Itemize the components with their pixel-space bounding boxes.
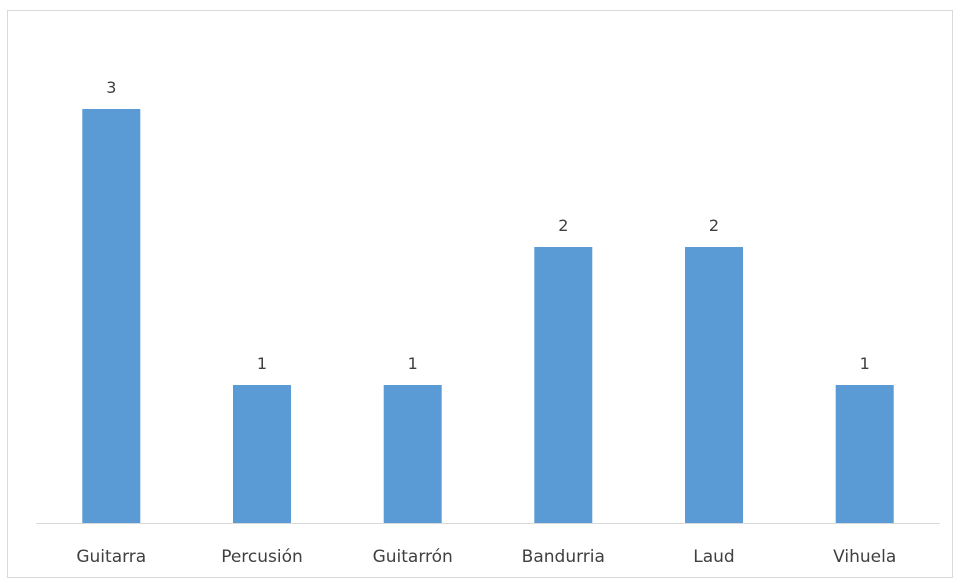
bar-vihuela	[835, 385, 894, 523]
category-label-percusión: Percusión	[221, 547, 303, 567]
category-labels-group: Guitarra Percusión Guitarrón Bandurria Laud V…	[76, 547, 896, 567]
value-labels-group: 3 1 1 2 2 1	[106, 78, 870, 373]
bar-bandurria	[534, 247, 593, 523]
bar-laud	[685, 247, 743, 523]
data-label-vihuela: 1	[860, 354, 870, 373]
data-label-laud: 2	[709, 216, 719, 235]
category-label-guitarra: Guitarra	[76, 547, 146, 567]
chart-frame	[7, 10, 953, 578]
category-label-vihuela: Vihuela	[833, 547, 896, 567]
data-label-guitarrón: 1	[408, 354, 418, 373]
bar-guitarra	[82, 109, 141, 523]
data-label-percusión: 1	[257, 354, 267, 373]
category-label-laud: Laud	[693, 547, 734, 567]
bar-guitarrón	[383, 385, 442, 523]
bars-group	[82, 109, 894, 523]
data-label-bandurria: 2	[558, 216, 568, 235]
category-label-guitarrón: Guitarrón	[373, 547, 453, 567]
bar-percusión	[233, 385, 291, 523]
category-label-bandurria: Bandurria	[522, 547, 605, 567]
data-label-guitarra: 3	[106, 78, 116, 97]
